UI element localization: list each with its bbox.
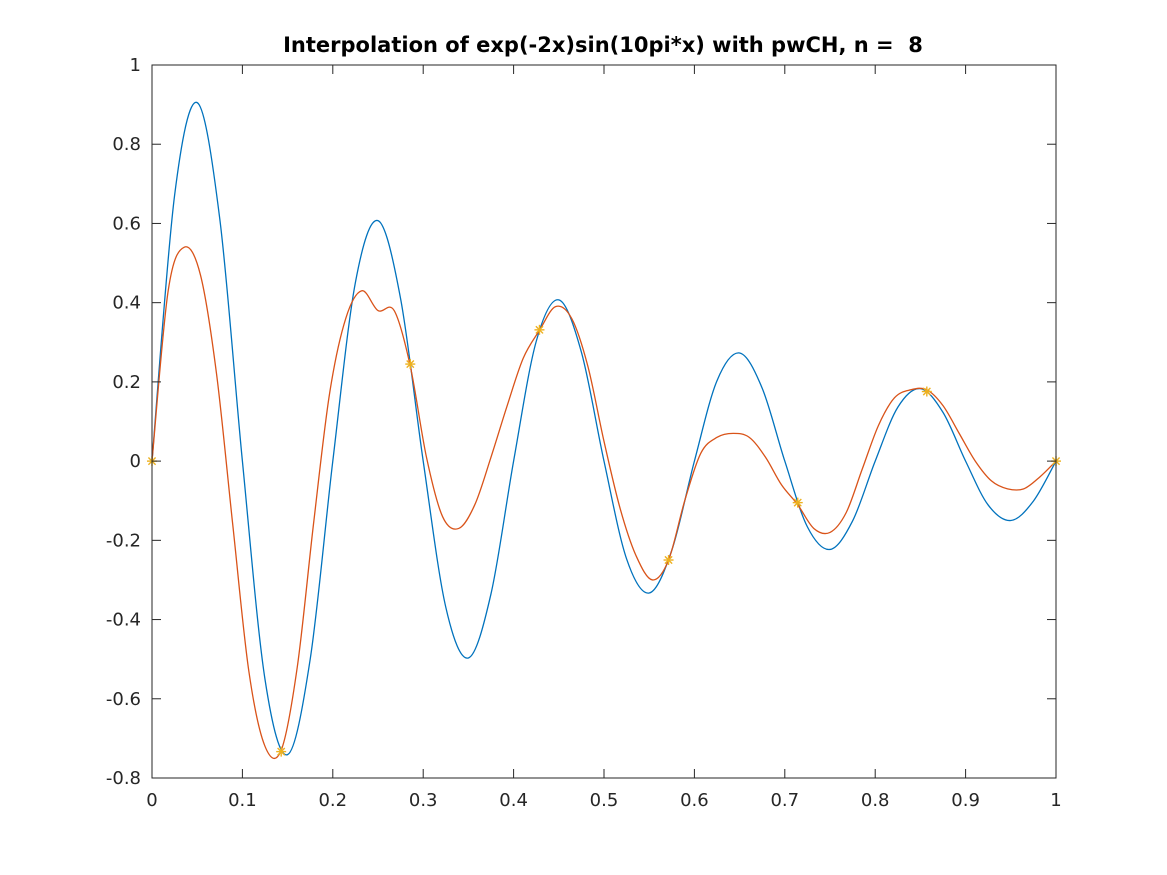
y-tick-label: 0 bbox=[130, 451, 141, 472]
data-point-marker bbox=[405, 359, 416, 370]
y-tick-label: 0.2 bbox=[112, 372, 141, 393]
x-tick-label: 0.5 bbox=[590, 790, 619, 811]
x-tick-label: 0.2 bbox=[318, 790, 347, 811]
x-tick-label: 0 bbox=[146, 790, 157, 811]
axes: 0 0.1 0.2 0.3 0.4 0.5 0.6 0.7 0.8 0.9 1 -0.8 -0.6 -0.… bbox=[106, 55, 1062, 811]
x-tick-label: 0.3 bbox=[409, 790, 438, 811]
y-tick-label: -0.6 bbox=[106, 689, 141, 710]
y-tick-label: 0.4 bbox=[112, 293, 141, 314]
y-tick-label: 0.8 bbox=[112, 134, 141, 155]
axes-box bbox=[151, 64, 1057, 779]
x-tick-label: 0.8 bbox=[861, 790, 890, 811]
chart-title: Interpolation of exp(-2x)sin(10pi*x) wit… bbox=[283, 33, 923, 57]
x-tick-label: 0.7 bbox=[770, 790, 799, 811]
x-tick-label: 0.4 bbox=[499, 790, 528, 811]
series-line-2 bbox=[151, 246, 1057, 759]
series-layer bbox=[147, 101, 1061, 759]
data-point-marker bbox=[663, 555, 674, 566]
data-point-marker bbox=[921, 386, 932, 397]
x-tick-label: 0.9 bbox=[951, 790, 980, 811]
y-tick-label: -0.8 bbox=[106, 768, 141, 789]
x-tick-label: 1 bbox=[1050, 790, 1061, 811]
y-tick-label: 1 bbox=[130, 55, 141, 76]
data-point-marker bbox=[792, 497, 803, 508]
series-line-1 bbox=[151, 101, 1057, 756]
data-point-marker bbox=[276, 746, 287, 757]
y-tick-label: -0.4 bbox=[106, 610, 141, 631]
y-tick-label: -0.2 bbox=[106, 530, 141, 551]
y-tick-label: 0.6 bbox=[112, 213, 141, 234]
x-tick-label: 0.6 bbox=[680, 790, 709, 811]
data-point-marker bbox=[534, 324, 545, 335]
x-tick-label: 0.1 bbox=[228, 790, 257, 811]
